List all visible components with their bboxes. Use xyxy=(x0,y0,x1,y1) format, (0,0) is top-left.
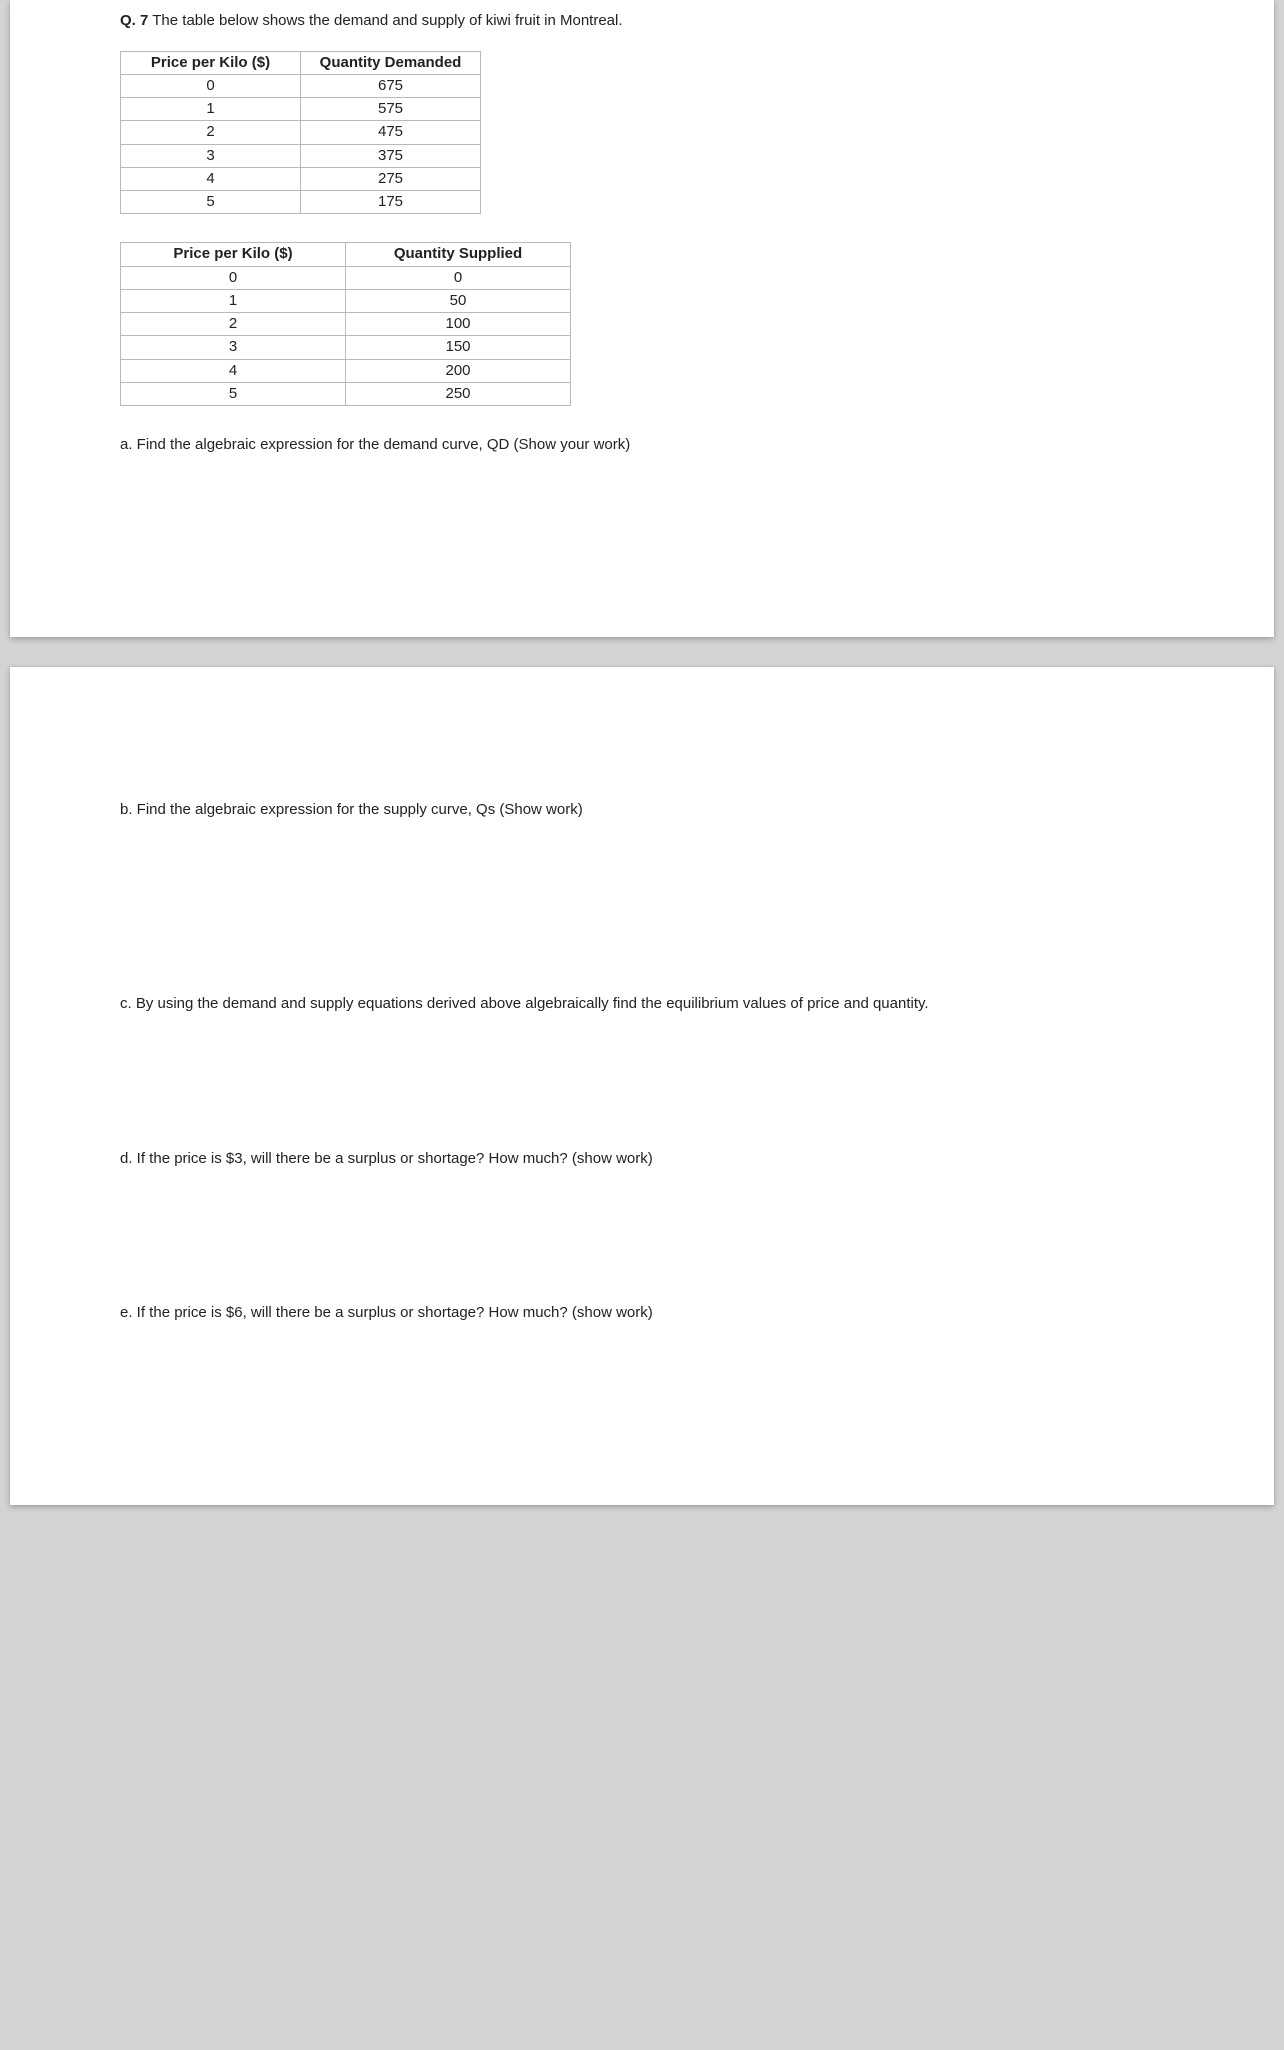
cell-qty: 250 xyxy=(346,382,571,405)
part-b: b. Find the algebraic expression for the… xyxy=(120,799,1164,822)
cell-qty: 150 xyxy=(346,336,571,359)
page-2: b. Find the algebraic expression for the… xyxy=(10,667,1274,1505)
table-header-row: Price per Kilo ($) Quantity Demanded xyxy=(121,51,481,74)
cell-price: 2 xyxy=(121,121,301,144)
question-number: Q. 7 xyxy=(120,12,148,29)
cell-qty: 0 xyxy=(346,266,571,289)
table-row: 4 200 xyxy=(121,359,571,382)
cell-qty: 375 xyxy=(301,144,481,167)
cell-price: 1 xyxy=(121,98,301,121)
table-row: 3 150 xyxy=(121,336,571,359)
page-1: Q. 7 The table below shows the demand an… xyxy=(10,0,1274,637)
demand-table: Price per Kilo ($) Quantity Demanded 0 6… xyxy=(120,51,481,215)
cell-price: 5 xyxy=(121,191,301,214)
answer-space-d xyxy=(120,1170,1164,1290)
demand-table-body: 0 675 1 575 2 475 3 375 4 275 5 175 xyxy=(121,74,481,214)
cell-qty: 50 xyxy=(346,289,571,312)
document-canvas: Q. 7 The table below shows the demand an… xyxy=(0,0,1284,1575)
page-top-space xyxy=(120,697,1164,787)
table-row: 1 575 xyxy=(121,98,481,121)
answer-space-b xyxy=(120,821,1164,981)
col-price: Price per Kilo ($) xyxy=(121,51,301,74)
table-row: 1 50 xyxy=(121,289,571,312)
cell-price: 4 xyxy=(121,167,301,190)
table-row: 0 675 xyxy=(121,74,481,97)
answer-space-a xyxy=(120,457,1164,577)
part-d: d. If the price is $3, will there be a s… xyxy=(120,1148,1164,1171)
question-intro: Q. 7 The table below shows the demand an… xyxy=(120,10,1164,33)
col-qty-demanded: Quantity Demanded xyxy=(301,51,481,74)
table-row: 2 475 xyxy=(121,121,481,144)
cell-qty: 100 xyxy=(346,313,571,336)
cell-qty: 575 xyxy=(301,98,481,121)
cell-price: 5 xyxy=(121,382,346,405)
table-row: 5 250 xyxy=(121,382,571,405)
cell-qty: 475 xyxy=(301,121,481,144)
cell-qty: 275 xyxy=(301,167,481,190)
cell-price: 4 xyxy=(121,359,346,382)
col-qty-supplied: Quantity Supplied xyxy=(346,243,571,266)
table-row: 2 100 xyxy=(121,313,571,336)
cell-price: 3 xyxy=(121,144,301,167)
question-text: The table below shows the demand and sup… xyxy=(152,12,622,29)
cell-qty: 200 xyxy=(346,359,571,382)
supply-table: Price per Kilo ($) Quantity Supplied 0 0… xyxy=(120,242,571,406)
part-c: c. By using the demand and supply equati… xyxy=(120,993,1164,1016)
col-price: Price per Kilo ($) xyxy=(121,243,346,266)
table-row: 0 0 xyxy=(121,266,571,289)
part-a: a. Find the algebraic expression for the… xyxy=(120,434,1164,457)
cell-price: 1 xyxy=(121,289,346,312)
part-e: e. If the price is $6, will there be a s… xyxy=(120,1302,1164,1325)
table-row: 5 175 xyxy=(121,191,481,214)
cell-price: 2 xyxy=(121,313,346,336)
table-row: 3 375 xyxy=(121,144,481,167)
table-row: 4 275 xyxy=(121,167,481,190)
answer-space-c xyxy=(120,1016,1164,1136)
answer-space-e xyxy=(120,1325,1164,1445)
cell-price: 3 xyxy=(121,336,346,359)
cell-price: 0 xyxy=(121,74,301,97)
cell-qty: 675 xyxy=(301,74,481,97)
supply-table-body: 0 0 1 50 2 100 3 150 4 200 5 250 xyxy=(121,266,571,406)
cell-qty: 175 xyxy=(301,191,481,214)
cell-price: 0 xyxy=(121,266,346,289)
table-header-row: Price per Kilo ($) Quantity Supplied xyxy=(121,243,571,266)
